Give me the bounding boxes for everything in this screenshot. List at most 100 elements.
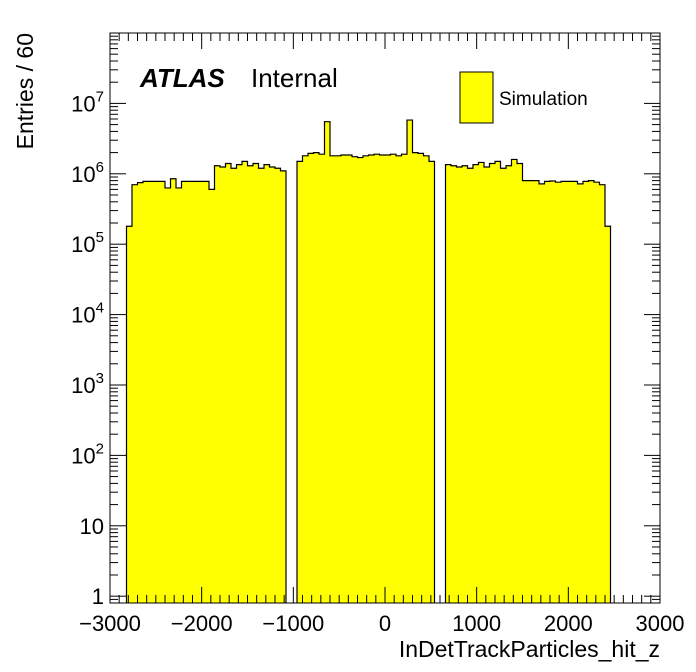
histogram-bar [374, 154, 380, 604]
y-axis-title: Entries / 60 [12, 33, 38, 149]
histogram-bar [346, 154, 352, 603]
histogram-bar [187, 181, 193, 603]
histogram-bar [577, 183, 583, 604]
histogram-bar [176, 187, 182, 603]
histogram-bar [225, 163, 231, 603]
histogram-bar [203, 181, 209, 603]
histogram-bar [401, 154, 407, 604]
histogram-bar [148, 181, 154, 603]
histogram-bar [500, 168, 506, 603]
histogram-bar [379, 154, 385, 603]
histogram-bar [319, 154, 325, 604]
histogram-bar [302, 155, 308, 603]
histogram-bar [143, 181, 149, 603]
internal-label: Internal [251, 63, 338, 93]
histogram-bar [517, 163, 523, 603]
histogram-bar [385, 154, 391, 603]
histogram-bar [467, 168, 473, 603]
x-axis-title: InDetTrackParticles_hit_z [399, 636, 660, 662]
histogram-bar [137, 182, 143, 604]
histogram-bar [456, 166, 462, 603]
y-tick-label: 104 [71, 300, 104, 328]
histogram-bar [550, 181, 556, 603]
histogram-bar [462, 165, 468, 604]
histogram-bar [390, 154, 396, 604]
x-axis-ticks [109, 33, 661, 603]
legend-swatch [459, 71, 494, 124]
histogram-bar [220, 166, 226, 603]
histogram-bar [280, 170, 286, 603]
histogram-bar [451, 165, 457, 604]
histogram-bar [533, 180, 539, 604]
histogram-bar [489, 163, 495, 603]
histogram-bar [264, 164, 270, 603]
histogram-bar [396, 155, 402, 603]
histogram-bar [407, 120, 413, 603]
histogram-bar [555, 182, 561, 603]
histogram-bar [599, 184, 605, 604]
histogram-bar [363, 155, 369, 603]
histogram-bar [423, 155, 429, 603]
histogram-bar [506, 165, 512, 604]
histogram-bar [154, 181, 160, 603]
histogram-bar [522, 180, 528, 604]
legend-label-simulation: Simulation [499, 89, 588, 110]
histogram-bar [324, 121, 330, 603]
histogram-bar [308, 153, 314, 603]
y-tick-label: 10 [80, 514, 104, 539]
histogram-bar [297, 161, 303, 603]
histogram-bar [352, 156, 358, 603]
histogram-bar [478, 162, 484, 604]
histogram-bar [313, 152, 319, 603]
histogram-bar [181, 181, 187, 603]
histogram-bar [357, 157, 363, 604]
histogram-bar [412, 152, 418, 603]
histogram-bar [528, 180, 534, 604]
histogram-bar [258, 168, 264, 603]
x-tick-label: 3000 [636, 611, 685, 636]
histogram-bar [159, 181, 165, 603]
histogram-bar [473, 164, 479, 603]
y-tick-label: 106 [71, 159, 104, 187]
histogram-bar [330, 155, 336, 603]
histogram-bar [192, 181, 198, 603]
x-tick-label: 2000 [544, 611, 593, 636]
histogram-bar [209, 189, 215, 603]
histogram-outline [125, 119, 612, 603]
y-tick-label: 1 [92, 584, 104, 609]
histogram-bar [275, 168, 281, 603]
histogram-bar [605, 226, 611, 604]
y-tick-label: 103 [71, 370, 104, 398]
histogram-bar [429, 161, 435, 603]
histogram-bar [583, 181, 589, 603]
histogram-bar [236, 164, 242, 603]
histogram-bar [242, 161, 248, 603]
histogram-bar [445, 164, 451, 603]
histogram-bar [214, 165, 220, 604]
histogram-bar [132, 184, 138, 604]
histogram-bar [588, 180, 594, 604]
histogram-bar [418, 153, 424, 603]
y-tick-label: 105 [71, 229, 104, 257]
legend: Simulation [459, 71, 588, 124]
histogram-bar [170, 178, 176, 603]
histogram-bar [165, 187, 171, 603]
histogram-bar [231, 168, 237, 603]
histogram-bar [566, 181, 572, 603]
histogram-bar [561, 181, 567, 603]
y-axis-ticks [110, 32, 660, 604]
histogram-bar [539, 183, 545, 604]
x-tick-label: −2000 [171, 611, 233, 636]
histogram-bar [269, 166, 275, 603]
histogram-bar [253, 163, 259, 603]
x-tick-labels: −3000 −2000 −1000 0 1000 2000 3000 [79, 611, 684, 636]
histogram-bar [511, 159, 517, 603]
histogram-bar [198, 181, 204, 603]
y-tick-label: 102 [71, 440, 104, 468]
histogram-bar [544, 181, 550, 603]
histogram-bar [126, 226, 132, 604]
x-tick-label: 1000 [452, 611, 501, 636]
y-tick-labels: 1 10 102 103 104 105 106 107 [71, 88, 104, 609]
y-tick-label: 107 [71, 88, 104, 116]
